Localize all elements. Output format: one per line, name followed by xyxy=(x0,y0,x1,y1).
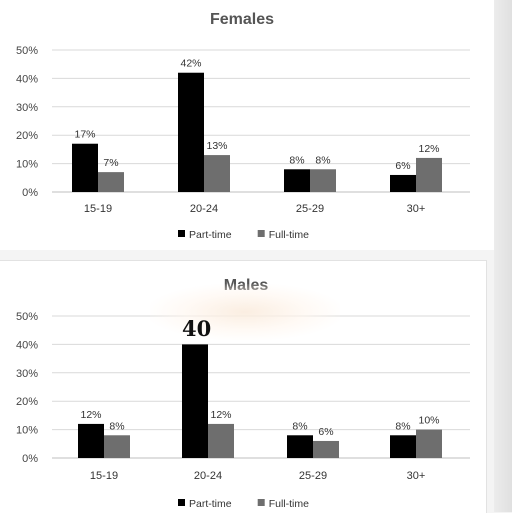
data-label: 7% xyxy=(103,157,118,169)
bar-part-time xyxy=(78,423,104,458)
legend-swatch-part-time xyxy=(178,230,185,237)
data-label: 8% xyxy=(315,154,330,166)
females-chart-panel: Females 0% 10% 20% 30% 40% 50% 17% 7% 15-19 42% 13%… xyxy=(0,0,495,250)
legend-label: Full-time xyxy=(269,498,309,510)
bar-part-time xyxy=(182,344,208,458)
bar-full-time xyxy=(416,157,442,192)
y-tick-label: 40% xyxy=(16,339,38,351)
data-label: 12% xyxy=(418,143,439,155)
bar-part-time xyxy=(390,174,416,192)
bar-part-time xyxy=(72,143,98,192)
blurred-smudge xyxy=(150,284,340,340)
bar-part-time xyxy=(178,72,204,192)
y-tick-label: 0% xyxy=(22,453,38,465)
x-category-label: 20-24 xyxy=(194,470,222,482)
x-category-label: 30+ xyxy=(407,470,426,482)
data-label: 42% xyxy=(180,58,201,70)
x-category-label: 25-29 xyxy=(296,203,324,215)
chart-title: Females xyxy=(210,11,274,28)
data-label: 12% xyxy=(80,409,101,421)
bar-full-time xyxy=(310,169,336,192)
y-tick-label: 30% xyxy=(16,102,38,114)
bar-full-time xyxy=(416,429,442,458)
bar-part-time xyxy=(390,435,416,458)
bar-full-time xyxy=(313,440,339,458)
x-category-label: 30+ xyxy=(407,203,426,215)
data-label: 10% xyxy=(418,415,439,427)
handwritten-value-annotation: 40 xyxy=(182,316,212,341)
y-tick-label: 20% xyxy=(16,396,38,408)
data-label: 6% xyxy=(395,160,410,172)
legend-label: Full-time xyxy=(269,229,309,241)
data-label: 8% xyxy=(292,420,307,432)
bar-part-time xyxy=(284,169,310,192)
x-category-label: 15-19 xyxy=(84,203,112,215)
page-edge xyxy=(494,0,512,512)
y-tick-label: 30% xyxy=(16,368,38,380)
y-tick-label: 50% xyxy=(16,45,38,57)
data-label: 8% xyxy=(109,420,124,432)
y-tick-label: 50% xyxy=(16,311,38,323)
data-label: 17% xyxy=(74,129,95,141)
legend-label: Part-time xyxy=(189,229,232,241)
bar-full-time xyxy=(208,423,234,458)
x-category-label: 25-29 xyxy=(299,470,327,482)
y-tick-label: 0% xyxy=(22,187,38,199)
data-label: 12% xyxy=(210,409,231,421)
bar-full-time xyxy=(98,172,124,192)
bar-part-time xyxy=(287,435,313,458)
legend-swatch-part-time xyxy=(178,499,185,506)
legend-label: Part-time xyxy=(189,498,232,510)
y-tick-label: 40% xyxy=(16,73,38,85)
y-tick-label: 20% xyxy=(16,130,38,142)
x-category-label: 20-24 xyxy=(190,203,218,215)
y-tick-label: 10% xyxy=(16,425,38,437)
x-category-label: 15-19 xyxy=(90,470,118,482)
y-tick-label: 10% xyxy=(16,159,38,171)
bar-full-time xyxy=(204,155,230,192)
legend-swatch-full-time xyxy=(257,499,265,506)
data-label: 8% xyxy=(289,154,304,166)
data-label: 8% xyxy=(395,420,410,432)
legend-swatch-full-time xyxy=(257,230,265,237)
bar-full-time xyxy=(104,435,130,458)
females-chart: Females 0% 10% 20% 30% 40% 50% 17% 7% 15-19 42% 13%… xyxy=(16,11,470,241)
data-label: 13% xyxy=(206,140,227,152)
data-label: 6% xyxy=(318,426,333,438)
